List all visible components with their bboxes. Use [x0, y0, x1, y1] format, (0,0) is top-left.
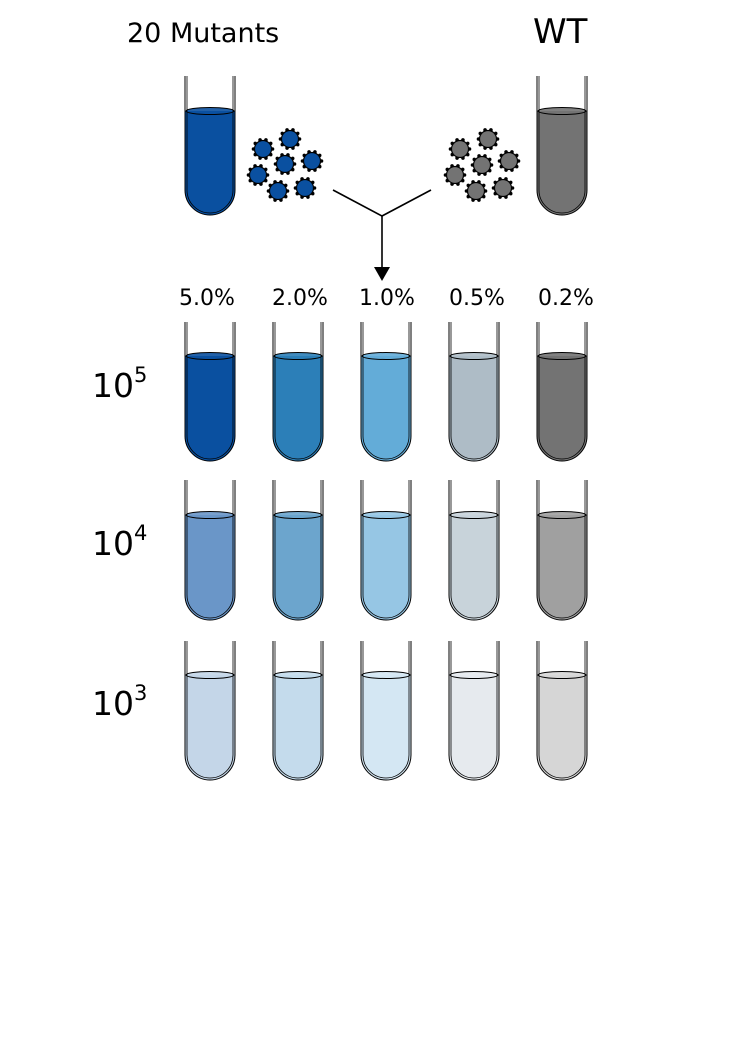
- dilution-tube: [448, 322, 500, 462]
- wt-virus-particle: [476, 128, 500, 150]
- concentration-label: 5.0%: [179, 286, 235, 311]
- concentration-label: 1.0%: [359, 286, 415, 311]
- row-label-dilution: 105: [92, 363, 148, 406]
- wt-title: WT: [533, 12, 588, 52]
- dilution-tube: [272, 480, 324, 621]
- arrow-down-icon: [374, 267, 390, 281]
- dilution-tube: [448, 480, 500, 621]
- wt-virus-particle: [443, 164, 467, 186]
- dilution-tube: [184, 480, 236, 621]
- mutant-virus-particle: [293, 177, 317, 199]
- mutant-virus-particle: [300, 150, 324, 172]
- wt-virus-particle: [491, 177, 515, 199]
- dilution-tube: [536, 322, 588, 462]
- concentration-label: 0.5%: [449, 286, 505, 311]
- dilution-tube: [272, 322, 324, 462]
- mixing-connector: [332, 189, 432, 268]
- mutants-title: 20 Mutants: [127, 18, 280, 49]
- wt-virus-particle: [497, 150, 521, 172]
- wt-virus-particle: [448, 138, 472, 160]
- dilution-tube: [536, 641, 588, 781]
- mutant-virus-particle: [266, 180, 290, 202]
- dilution-tube: [536, 480, 588, 621]
- mutant-virus-particle: [246, 164, 270, 186]
- dilution-tube: [272, 641, 324, 781]
- mutant-virus-particle: [273, 153, 297, 175]
- dilution-tube: [360, 322, 412, 462]
- dilution-tube: [448, 641, 500, 781]
- dilution-tube: [360, 480, 412, 621]
- mutant-source-tube: [184, 76, 236, 216]
- dilution-tube: [184, 641, 236, 781]
- mutant-virus-particle: [251, 138, 275, 160]
- dilution-tube: [184, 322, 236, 462]
- dilution-tube: [360, 641, 412, 781]
- concentration-label: 2.0%: [272, 286, 328, 311]
- row-label-dilution: 103: [92, 681, 148, 724]
- wt-source-tube: [536, 76, 588, 216]
- mutant-virus-particle: [278, 128, 302, 150]
- row-label-dilution: 104: [92, 521, 148, 564]
- concentration-label: 0.2%: [538, 286, 594, 311]
- wt-virus-particle: [470, 154, 494, 176]
- wt-virus-particle: [464, 180, 488, 202]
